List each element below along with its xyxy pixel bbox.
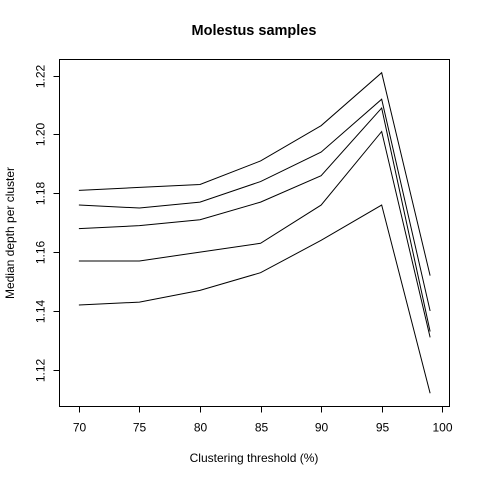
y-tick-label: 1.18: [34, 181, 48, 205]
y-tick-label: 1.14: [34, 299, 48, 323]
series-line-5: [78, 204, 431, 394]
x-tick-label: 75: [133, 421, 147, 435]
y-tick-label: 1.20: [34, 122, 48, 146]
x-axis: 70 75 80 85 90 95 100: [73, 406, 453, 435]
y-tick-label: 1.16: [34, 240, 48, 264]
x-tick-label: 95: [376, 421, 390, 435]
x-tick-label: 90: [315, 421, 329, 435]
x-axis-label: Clustering threshold (%): [190, 451, 319, 465]
y-axis-label: Median depth per cluster: [3, 167, 17, 299]
y-tick-label: 1.12: [34, 358, 48, 382]
y-axis: 1.12 1.14 1.16 1.18 1.20 1.22: [34, 64, 60, 382]
x-tick-label: 80: [194, 421, 208, 435]
y-tick-label: 1.22: [34, 64, 48, 88]
chart-title: Molestus samples: [192, 23, 317, 39]
series-line-4: [78, 130, 431, 338]
series-group: [78, 71, 431, 394]
x-tick-label: 100: [432, 421, 452, 435]
x-tick-label: 70: [73, 421, 87, 435]
series-line-3: [78, 106, 431, 332]
x-tick-label: 85: [255, 421, 269, 435]
series-line-1: [78, 71, 431, 276]
series-line-2: [78, 98, 431, 312]
